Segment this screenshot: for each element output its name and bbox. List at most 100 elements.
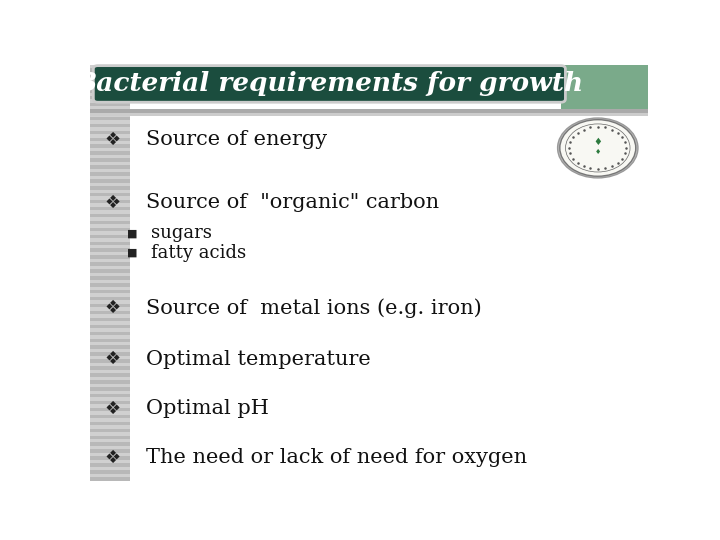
Text: ❖: ❖ [104,400,120,417]
Bar [90,197,130,200]
Text: Source of  "organic" carbon: Source of "organic" carbon [145,193,439,212]
Bar [90,204,130,207]
Bar [90,96,130,99]
Bar [90,186,130,190]
Bar [90,151,130,155]
Bar [90,339,130,342]
Text: ♦: ♦ [595,149,601,155]
Text: ■: ■ [127,228,137,238]
Bar [90,252,130,255]
Text: Source of energy: Source of energy [145,130,327,149]
Text: fatty acids: fatty acids [151,244,246,262]
Bar [90,141,130,145]
Bar [90,148,130,151]
Bar [90,259,130,262]
Bar [90,183,130,186]
Bar [90,245,130,248]
Text: sugars: sugars [151,224,212,242]
Bar [90,332,130,335]
Text: ❖: ❖ [104,131,120,149]
Bar [90,138,130,141]
Bar [90,429,130,432]
Bar [90,401,130,404]
Bar [90,342,130,346]
Text: Source of  metal ions (e.g. iron): Source of metal ions (e.g. iron) [145,298,482,318]
Bar [90,193,130,197]
Bar [90,207,130,210]
Bar [90,425,130,429]
Bar [90,238,130,241]
Bar [90,117,130,120]
Bar [90,408,130,411]
Bar [90,439,130,442]
Bar [90,387,130,390]
Bar [90,276,130,280]
Bar [90,436,130,439]
Bar [90,411,130,415]
Bar [90,127,130,131]
Bar [90,314,130,318]
Text: ❖: ❖ [104,194,120,212]
Bar [90,422,130,425]
Bar [90,383,130,387]
Bar [90,155,130,158]
Bar [90,68,130,72]
Bar [90,176,130,179]
Bar [90,453,130,456]
Bar [90,228,130,231]
Bar [90,366,130,370]
Bar [90,262,130,266]
Bar [90,287,130,290]
Text: ♦: ♦ [593,137,602,147]
Bar [90,266,130,269]
Bar [90,470,130,474]
Bar [90,311,130,314]
Bar [90,134,130,138]
Bar [90,293,130,297]
Bar [90,255,130,259]
Bar [90,221,130,224]
Bar [90,373,130,377]
Bar [90,110,130,113]
Bar [90,179,130,183]
Bar [90,318,130,321]
Bar [90,113,648,116]
Bar [90,370,130,373]
Bar [90,467,130,470]
Text: Optimal pH: Optimal pH [145,399,269,418]
Bar [90,99,130,103]
Bar [90,65,130,68]
Bar [90,131,130,134]
Bar [90,477,130,481]
Bar [90,446,130,449]
Bar [90,353,130,356]
Bar [90,346,130,349]
Circle shape [560,120,636,176]
Bar [90,120,130,124]
Bar [90,456,130,460]
Bar [90,415,130,418]
Bar [90,214,130,217]
Bar [90,321,130,325]
Bar [90,234,130,238]
Bar [90,224,130,228]
Bar [90,124,130,127]
Bar [90,397,130,401]
Bar [90,325,130,328]
Bar [90,363,130,366]
Bar [90,162,130,165]
Bar [90,380,130,383]
Bar [90,145,130,148]
Bar [90,273,130,276]
Bar [90,79,130,82]
Text: ❖: ❖ [104,299,120,317]
Bar [90,113,130,117]
Bar [90,190,130,193]
Bar [561,65,648,114]
Bar [90,269,130,273]
Text: ❖: ❖ [104,449,120,467]
Bar [90,432,130,436]
Bar [90,283,130,287]
Bar [90,172,130,176]
Text: ❖: ❖ [104,350,120,368]
